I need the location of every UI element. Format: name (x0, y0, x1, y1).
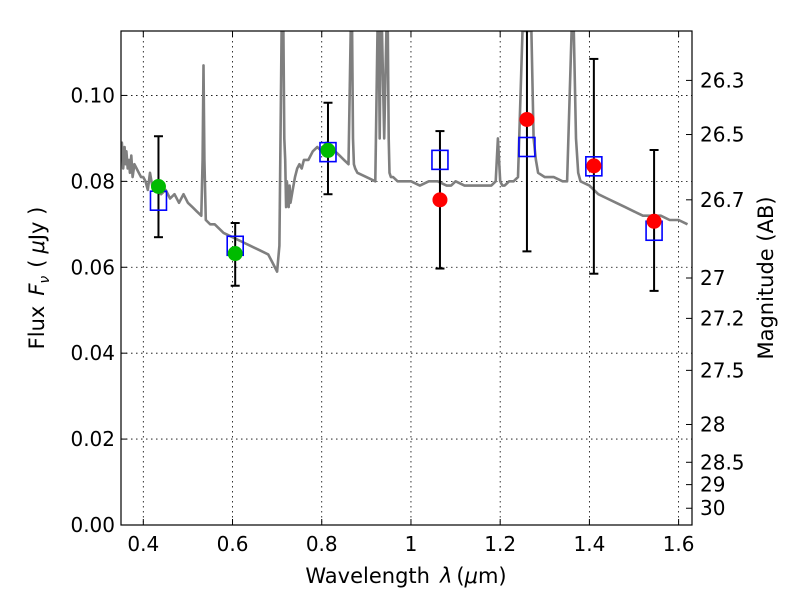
y-tick-label: 0.00 (70, 513, 115, 537)
y2-tick-label: 27 (700, 266, 725, 290)
model-flux-square (431, 149, 449, 171)
y-tick-label: 0.06 (70, 255, 115, 279)
y-tick-label: 0.04 (70, 341, 115, 365)
observed-flux-point (586, 158, 602, 174)
y2-tick-label: 26.3 (700, 68, 745, 92)
template-spectrum-line (121, 31, 689, 273)
y-tick-label: 0.02 (70, 427, 115, 451)
x-tick-label: 0.8 (306, 532, 338, 556)
model-flux-square (518, 136, 536, 158)
observed-flux-point (519, 111, 535, 127)
y2-tick-label: 29 (700, 473, 725, 497)
x-tick-label: 1.6 (663, 532, 695, 556)
y2-axis-title: Magnitude (AB) (754, 196, 778, 359)
observed-flux-point (150, 179, 166, 195)
y-axis-title: FluxFν(μJy ) (25, 207, 53, 350)
model-flux-square (585, 156, 603, 177)
observed-flux-point (432, 192, 448, 208)
y2-tick-label: 27.5 (700, 358, 745, 382)
y2-tick-label: 30 (700, 496, 725, 520)
y-tick-label: 0.10 (70, 83, 115, 107)
y2-tick-label: 26.7 (700, 188, 745, 212)
observed-flux-point (320, 142, 336, 158)
y2-tick-label: 26.5 (700, 123, 745, 147)
x-axis-title: Wavelength λ (μm) (305, 564, 506, 588)
x-tick-label: 0.6 (217, 532, 249, 556)
observed-flux-point (646, 213, 662, 229)
y2-tick-label: 27.2 (700, 306, 745, 330)
x-tick-label: 1 (405, 532, 418, 556)
observed-flux-point (227, 246, 243, 262)
marker-layer (149, 111, 663, 262)
y2-tick-label: 28 (700, 412, 725, 436)
y2-tick-label: 28.5 (700, 450, 745, 474)
y-tick-label: 0.08 (70, 169, 115, 193)
x-tick-label: 1.2 (484, 532, 516, 556)
model-flux-square (319, 141, 337, 163)
template-spectrum-layer (121, 31, 689, 273)
x-tick-label: 0.4 (127, 532, 159, 556)
x-tick-label: 1.4 (573, 532, 605, 556)
axis-ticks: 0.4 0.6 0.8 1 1.2 1.4 1.6 0.00 0.02 0.04 0.06 0.08 0… (70, 31, 745, 556)
